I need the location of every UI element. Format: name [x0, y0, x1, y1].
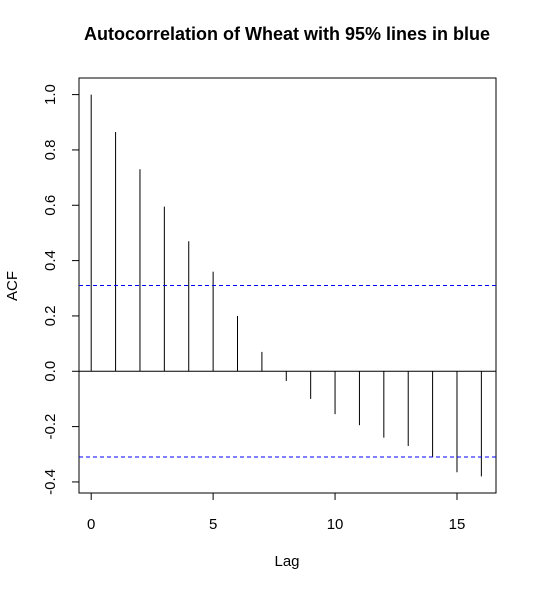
y-tick-label: 0.4 — [42, 250, 59, 271]
chart-title: Autocorrelation of Wheat with 95% lines … — [84, 24, 490, 44]
y-axis-label: ACF — [4, 271, 21, 301]
y-tick-label: 0.0 — [42, 361, 59, 382]
acf-bars — [90, 94, 482, 477]
x-tick-label: 0 — [87, 516, 95, 533]
plot-frame — [78, 77, 497, 494]
x-tick-label: 15 — [449, 516, 466, 533]
x-tick-label: 10 — [327, 516, 344, 533]
y-tick-label: 0.6 — [42, 195, 59, 216]
x-axis-label: Lag — [274, 553, 299, 570]
x-tick-label: 5 — [209, 516, 217, 533]
y-tick-label: 0.8 — [42, 140, 59, 161]
y-tick-label: 0.2 — [42, 306, 59, 327]
y-tick-label: 1.0 — [42, 84, 59, 105]
y-tick-label: -0.4 — [42, 469, 59, 495]
y-tick-label: -0.2 — [42, 414, 59, 440]
x-axis: 0 5 10 15 — [87, 492, 466, 533]
y-axis: -0.4 -0.2 0.0 0.2 0.4 0.6 0.8 1.0 — [42, 84, 80, 495]
